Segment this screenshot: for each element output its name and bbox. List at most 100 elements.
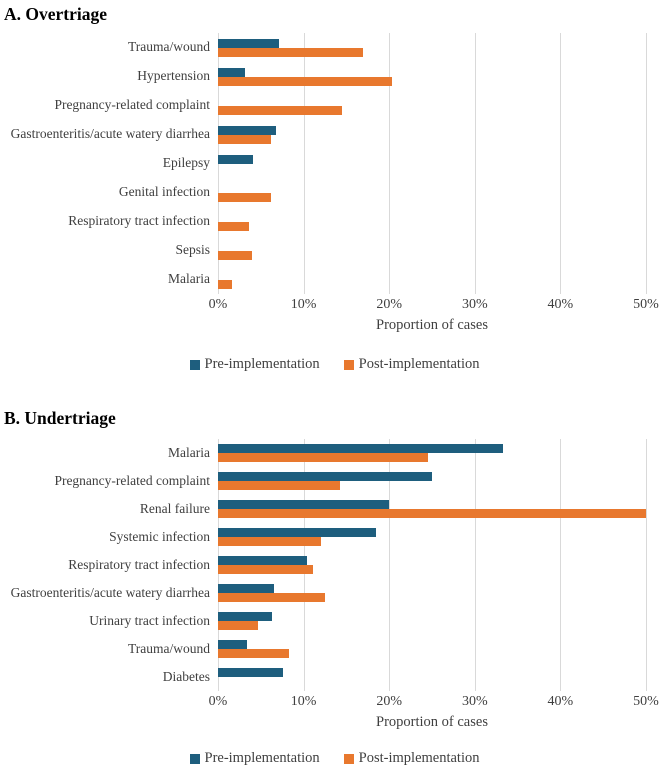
category-row: Hypertension (0, 62, 646, 91)
legend: Pre-implementation Post-implementation (0, 356, 669, 373)
panel-undertriage: B. Undertriage Malaria Pregnancy-related … (0, 407, 669, 767)
category-label: Gastroenteritis/acute watery diarrhea (10, 126, 210, 142)
x-tick-label: 20% (376, 694, 403, 709)
bar-pre-implementation (218, 67, 246, 77)
bar-pre-implementation (218, 472, 432, 481)
legend-item-post-implementation: Post-implementation (343, 750, 480, 767)
panel-a-title: A. Overtriage (4, 4, 108, 24)
legend-label-post-implementation: Post-implementation (358, 356, 480, 372)
category-row: Malaria (0, 265, 646, 294)
category-label: Trauma/wound (127, 39, 210, 55)
x-tick-label: 0% (208, 694, 228, 709)
category-label: Malaria (168, 444, 210, 460)
legend-label-pre-implementation: Pre-implementation (204, 356, 320, 372)
bar-pre-implementation (218, 584, 275, 593)
bar-post-implementation (218, 453, 428, 462)
category-label: Gastroenteritis/acute watery diarrhea (10, 584, 210, 600)
chart-body: Malaria Pregnancy-related complaint Renal … (0, 439, 647, 691)
category-row: Urinary tract infection (0, 607, 646, 635)
grid-line (560, 439, 562, 691)
category-label: Sepsis (175, 242, 210, 258)
bar-group (218, 125, 646, 144)
grid-line (560, 33, 562, 294)
grid-line (474, 439, 476, 691)
bar-post-implementation (218, 105, 343, 115)
x-tick-label: 50% (633, 297, 659, 312)
bar-post-implementation (218, 76, 392, 86)
x-tick-label: 10% (290, 694, 317, 709)
x-tick-label: 50% (633, 694, 659, 709)
x-tick-label: 20% (376, 297, 403, 312)
category-row: Systemic infection (0, 523, 646, 551)
category-row: Sepsis (0, 236, 646, 265)
bar-pre-implementation (218, 154, 254, 164)
bar-post-implementation (218, 621, 259, 630)
grid-line (389, 33, 391, 294)
x-axis-title: Proportion of cases (376, 317, 488, 333)
category-label: Respiratory tract infection (68, 556, 210, 572)
bar-group (218, 528, 646, 546)
category-row: Renal failure (0, 495, 646, 523)
legend-item-pre-implementation: Pre-implementation (189, 356, 320, 373)
x-axis-title: Proportion of cases (376, 714, 488, 730)
bar-pre-implementation (218, 668, 284, 677)
bar-pre-implementation (218, 528, 377, 537)
category-row: Genital infection (0, 178, 646, 207)
grid-layer (218, 33, 647, 294)
bar-pre-implementation (218, 500, 390, 509)
category-row: Pregnancy-related complaint (0, 91, 646, 120)
bar-group (218, 154, 646, 173)
category-row: Respiratory tract infection (0, 207, 646, 236)
pre-implementation-swatch-icon (189, 359, 200, 370)
category-label: Systemic infection (109, 528, 210, 544)
x-axis-ticks: 0% 10% 20% 30% 40% 50% (209, 297, 659, 314)
category-row: Pregnancy-related complaint (0, 467, 646, 495)
x-tick-label: 40% (547, 297, 574, 312)
bar-group (218, 271, 646, 289)
category-label: Pregnancy-related complaint (54, 97, 210, 113)
pre-implementation-swatch-icon (189, 753, 200, 764)
bar-group (218, 612, 646, 630)
category-row: Trauma/wound (0, 33, 646, 62)
bar-post-implementation (218, 47, 363, 57)
bar-group (218, 184, 646, 202)
bar-group (218, 556, 646, 574)
x-tick-label: 10% (290, 297, 317, 312)
bar-group (218, 67, 646, 86)
bar-pre-implementation (218, 38, 279, 48)
category-row: Malaria (0, 439, 646, 467)
bar-post-implementation (218, 537, 321, 546)
category-label: Renal failure (139, 500, 210, 516)
bar-post-implementation (218, 134, 272, 144)
legend: Pre-implementation Post-implementation (0, 750, 669, 767)
bar-pre-implementation (218, 640, 248, 649)
grid-line (646, 439, 647, 691)
category-row: Trauma/wound (0, 635, 646, 663)
bar-pre-implementation (218, 444, 504, 453)
grid-line (303, 33, 305, 294)
bar-group (218, 444, 646, 462)
bar-group (218, 500, 646, 518)
legend-label-post-implementation: Post-implementation (358, 750, 480, 766)
legend-item-post-implementation: Post-implementation (343, 356, 480, 373)
bar-post-implementation (218, 593, 325, 602)
category-row: Diabetes (0, 663, 646, 691)
chart-body: Trauma/wound Hypertension Pregnancy-relate… (0, 33, 647, 294)
x-tick-label: 30% (461, 694, 488, 709)
bar-post-implementation (218, 481, 340, 490)
bar-post-implementation (218, 509, 646, 518)
bar-group (218, 584, 646, 602)
bar-group (218, 38, 646, 57)
bar-group (218, 640, 646, 658)
panel-overtriage: A. Overtriage Trauma/wound Hypertension Pr… (0, 3, 669, 373)
category-label: Pregnancy-related complaint (54, 472, 210, 488)
x-tick-label: 40% (547, 694, 574, 709)
category-label: Epilepsy (162, 155, 210, 171)
bar-group (218, 472, 646, 490)
legend-label-pre-implementation: Pre-implementation (204, 750, 320, 766)
category-label: Malaria (168, 271, 210, 287)
bar-group (218, 97, 646, 115)
bar-post-implementation (218, 279, 232, 289)
category-label: Respiratory tract infection (68, 213, 210, 229)
